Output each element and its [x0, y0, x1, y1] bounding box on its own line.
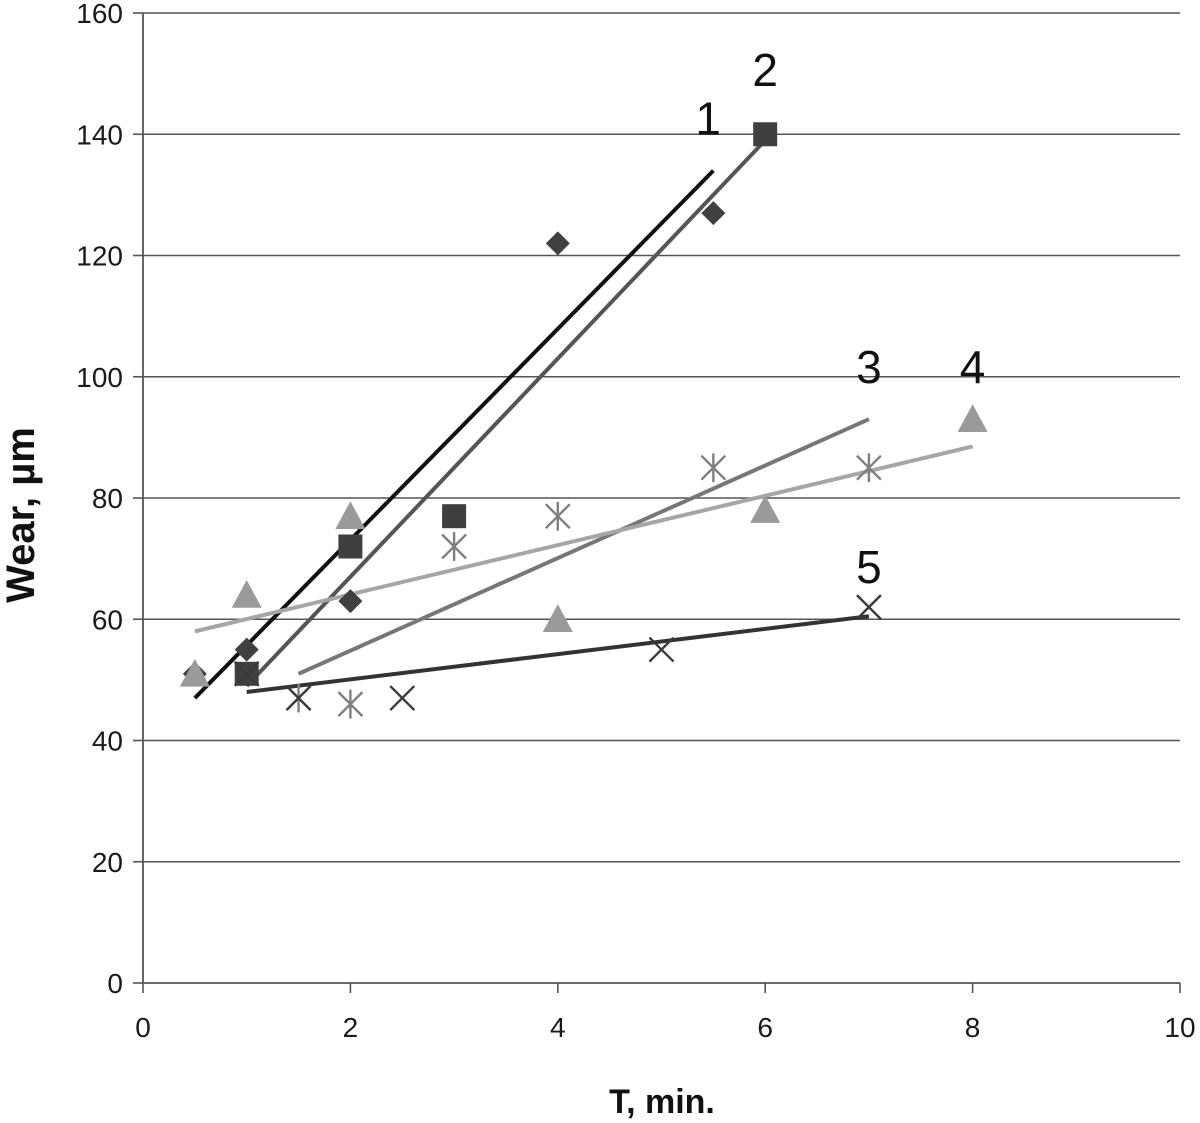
trend-lines — [193, 138, 974, 700]
data-point-s2-1 — [338, 534, 363, 559]
series-label-2: 2 — [752, 44, 778, 96]
grid-lines — [143, 12, 1180, 863]
data-point-s5-0-stroke-b — [233, 660, 260, 687]
data-point-s4-1 — [231, 580, 262, 608]
data-point-s5-1-stroke-b — [285, 685, 312, 711]
data-point-s3-3 — [544, 501, 571, 531]
y-tick-label-20: 20 — [92, 847, 123, 878]
data-points — [179, 122, 988, 719]
data-point-s5-2 — [389, 685, 416, 711]
series-label-4: 4 — [960, 341, 986, 393]
y-tick-label-160: 160 — [76, 0, 123, 29]
data-point-s3-5 — [856, 453, 882, 483]
data-point-s3-4 — [700, 453, 727, 483]
x-tick-label-0: 0 — [135, 1012, 151, 1043]
trend-line-3 — [297, 417, 870, 676]
data-point-s5-0 — [233, 660, 260, 687]
data-point-s4-4 — [750, 495, 781, 523]
data-point-s1-1 — [234, 637, 259, 662]
series-labels: 12 3 4 5 — [695, 44, 985, 593]
data-point-s3-2 — [441, 532, 467, 561]
x-tick-label-8: 8 — [965, 1012, 981, 1043]
series-label-3: 3 — [856, 341, 882, 393]
y-tick-label-100: 100 — [76, 362, 123, 393]
x-tick-label-4: 4 — [550, 1012, 566, 1043]
data-point-s2-2 — [442, 504, 467, 529]
y-axis-title: Wear, µm — [0, 427, 43, 603]
data-point-s4-2 — [335, 501, 366, 529]
y-tick-label-120: 120 — [76, 241, 123, 272]
data-point-s1-2 — [338, 589, 363, 614]
axes — [133, 12, 1181, 993]
data-point-s1-4 — [701, 201, 726, 226]
data-point-s5-3-stroke-b — [648, 636, 675, 663]
data-point-s1-3 — [545, 231, 570, 256]
trend-line-5 — [246, 614, 870, 694]
y-tick-label-0: 0 — [107, 968, 123, 999]
series-label-5: 5 — [856, 541, 882, 593]
data-point-s5-4-stroke-b — [856, 594, 882, 620]
y-tick-label-60: 60 — [92, 604, 123, 635]
data-point-s3-1 — [337, 689, 364, 719]
trend-line-4 — [194, 444, 974, 634]
data-point-s5-4 — [856, 594, 882, 620]
data-point-s5-1 — [285, 685, 312, 711]
x-tick-label-2: 2 — [343, 1012, 359, 1043]
data-point-s4-0 — [179, 658, 210, 687]
y-tick-label-40: 40 — [92, 726, 123, 757]
data-point-s4-5 — [957, 404, 988, 432]
x-axis-title: T, min. — [609, 1083, 715, 1121]
data-point-s5-2-stroke-b — [389, 685, 416, 711]
x-tick-label-6: 6 — [757, 1012, 773, 1043]
y-tick-label-80: 80 — [92, 483, 123, 514]
series-label-1: 1 — [695, 92, 721, 144]
data-point-s4-3 — [542, 604, 573, 632]
trend-line-2 — [245, 138, 767, 688]
x-tick-label-10: 10 — [1164, 1012, 1195, 1043]
tick-labels: 0 20 40 60 80 100 120 140 160 0 2 4 6 8 10 — [76, 0, 1195, 1043]
data-point-s2-3 — [753, 122, 778, 147]
data-point-s5-3 — [648, 636, 675, 663]
y-tick-label-140: 140 — [76, 119, 123, 150]
